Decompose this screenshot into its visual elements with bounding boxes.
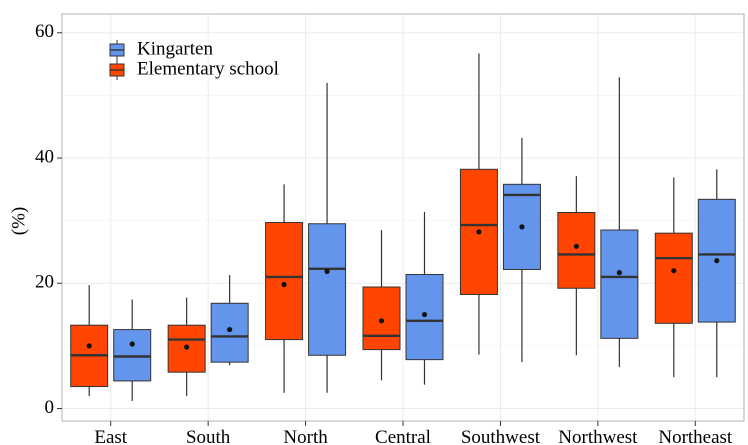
axes: 0 20 40 60 East South North Central Southwest Nor…: [35, 21, 733, 445]
box-group: [459, 53, 498, 355]
box-group: [405, 211, 444, 385]
box-iqr: [265, 222, 304, 341]
box-iqr: [557, 211, 596, 289]
box-group: [113, 299, 152, 401]
mean-point: [227, 326, 233, 333]
box-iqr: [654, 232, 693, 324]
x-tick-label: Central: [375, 427, 431, 445]
box-iqr: [600, 229, 639, 339]
mean-point: [671, 268, 677, 274]
legend-label: Kingarten: [137, 38, 213, 59]
box-iqr: [210, 302, 249, 363]
y-tick-label: 0: [45, 397, 55, 418]
legend-entry: Elementary school: [109, 58, 279, 80]
boxes: [70, 53, 736, 401]
mean-point: [86, 343, 92, 349]
box-group: [308, 82, 347, 393]
box-group: [210, 275, 249, 366]
box-group: [697, 169, 736, 378]
mean-point: [378, 318, 385, 324]
mean-point: [519, 224, 525, 230]
y-tick-label: 20: [35, 272, 54, 293]
box-group: [167, 297, 206, 396]
x-tick-label: Northwest: [558, 427, 638, 445]
mean-point: [573, 243, 579, 249]
box-group: [600, 77, 639, 368]
grid-lines: [62, 14, 744, 421]
mean-point: [129, 341, 135, 347]
box-group: [502, 137, 541, 363]
box-iqr: [697, 198, 736, 323]
mean-point: [324, 268, 330, 274]
mean-point: [714, 258, 720, 264]
y-tick-label: 40: [35, 146, 54, 167]
x-tick-label: South: [186, 427, 231, 445]
mean-point: [184, 344, 190, 350]
box-group: [557, 176, 596, 356]
legend-label: Elementary school: [137, 58, 279, 79]
box-iqr: [113, 329, 152, 382]
y-axis-title: (%): [8, 207, 29, 235]
x-tick-label: North: [283, 427, 328, 445]
mean-point: [281, 281, 287, 288]
box-iqr: [308, 223, 347, 356]
box-iqr: [167, 324, 206, 373]
box-group: [362, 230, 401, 381]
x-tick-label: Northeast: [658, 427, 733, 445]
box-group: [265, 184, 304, 393]
box-iqr: [502, 183, 541, 270]
mean-point: [476, 229, 482, 235]
y-tick-label: 60: [35, 21, 54, 42]
x-tick-label: East: [94, 427, 127, 445]
legend-entry: Kingarten: [109, 38, 213, 60]
mean-point: [421, 311, 428, 318]
mean-point: [616, 270, 622, 276]
box-group: [70, 285, 109, 396]
x-tick-label: Southwest: [461, 427, 541, 445]
box-group: [654, 177, 693, 378]
